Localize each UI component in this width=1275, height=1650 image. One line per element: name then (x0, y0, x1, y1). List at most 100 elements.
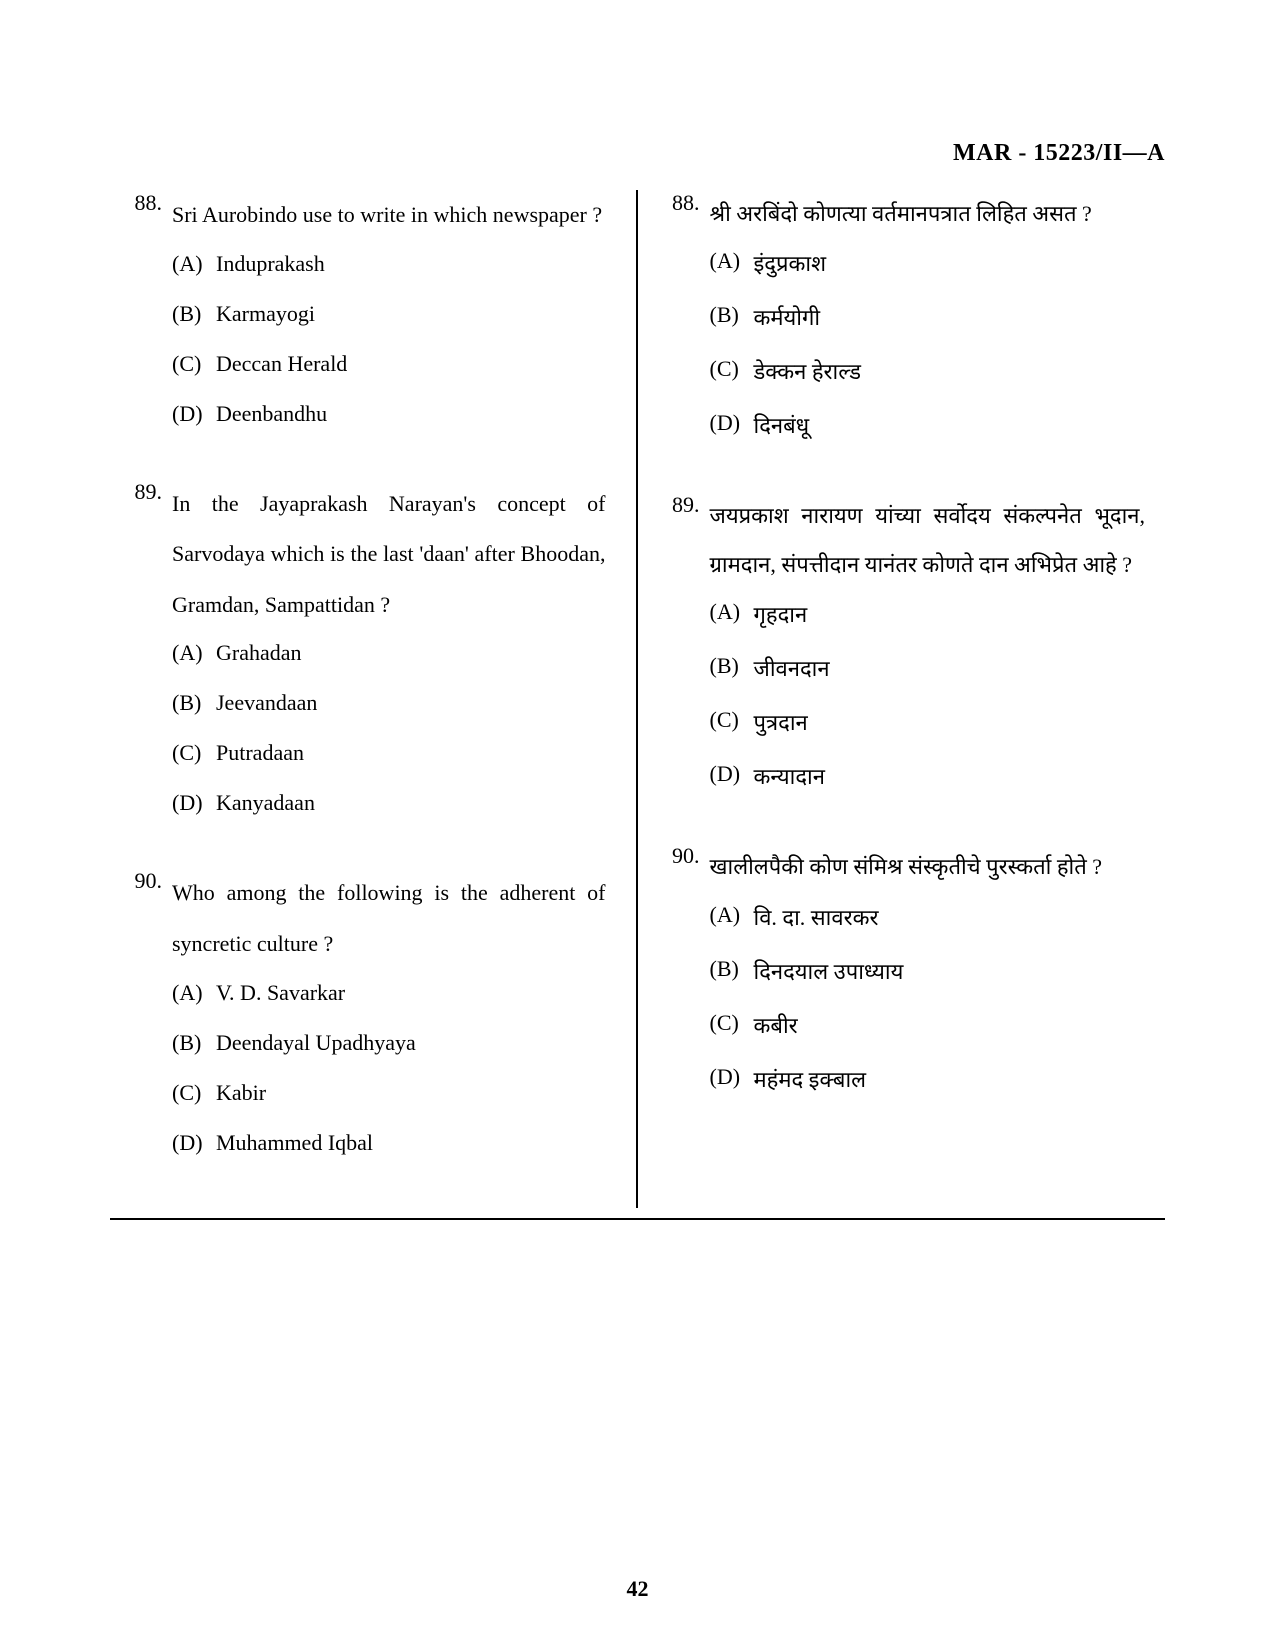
option-text: वि. दा. सावरकर (754, 902, 1146, 932)
question-text: श्री अरबिंदो कोणत्या वर्तमानपत्रात लिहित… (710, 190, 1146, 238)
option-text: कर्मयोगी (754, 302, 1146, 332)
option-label: (D) (172, 790, 216, 816)
option-label: (C) (710, 1010, 754, 1040)
option-text: Muhammed Iqbal (216, 1130, 606, 1156)
option-d: (D)कन्यादान (710, 761, 1146, 791)
option-label: (C) (710, 707, 754, 737)
option-text: दिनबंधू (754, 410, 1146, 440)
option-label: (D) (172, 401, 216, 427)
question-89-en: 89. In the Jayaprakash Narayan's concept… (130, 479, 606, 841)
option-d: (D)Kanyadaan (172, 790, 606, 816)
option-text: Deendayal Upadhyaya (216, 1030, 606, 1056)
question-body: Sri Aurobindo use to write in which news… (172, 190, 606, 451)
options-list: (A)वि. दा. सावरकर (B)दिनदयाल उपाध्याय (C… (710, 902, 1146, 1094)
option-d: (D)Deenbandhu (172, 401, 606, 427)
option-label: (D) (172, 1130, 216, 1156)
option-a: (A)इंदुप्रकाश (710, 248, 1146, 278)
question-number: 88. (130, 190, 172, 451)
option-text: Putradaan (216, 740, 606, 766)
option-text: गृहदान (754, 599, 1146, 629)
options-list: (A)V. D. Savarkar (B)Deendayal Upadhyaya… (172, 980, 606, 1156)
option-b: (B)Karmayogi (172, 301, 606, 327)
option-label: (B) (172, 301, 216, 327)
option-a: (A)गृहदान (710, 599, 1146, 629)
option-text: Grahadan (216, 640, 606, 666)
question-90-mr: 90. खालीलपैकी कोण संमिश्र संस्कृतीचे पुर… (668, 843, 1146, 1117)
options-list: (A)Induprakash (B)Karmayogi (C)Deccan He… (172, 251, 606, 427)
option-label: (B) (172, 1030, 216, 1056)
option-text: इंदुप्रकाश (754, 248, 1146, 278)
question-88-mr: 88. श्री अरबिंदो कोणत्या वर्तमानपत्रात ल… (668, 190, 1146, 464)
option-label: (A) (710, 599, 754, 629)
option-c: (C)पुत्रदान (710, 707, 1146, 737)
option-d: (D)Muhammed Iqbal (172, 1130, 606, 1156)
question-88-en: 88. Sri Aurobindo use to write in which … (130, 190, 606, 451)
question-text: Sri Aurobindo use to write in which news… (172, 190, 606, 241)
option-text: Induprakash (216, 251, 606, 277)
option-label: (B) (710, 653, 754, 683)
option-b: (B)जीवनदान (710, 653, 1146, 683)
option-c: (C)कबीर (710, 1010, 1146, 1040)
question-body: In the Jayaprakash Narayan's concept of … (172, 479, 606, 841)
option-c: (C)Kabir (172, 1080, 606, 1106)
question-body: खालीलपैकी कोण संमिश्र संस्कृतीचे पुरस्कर… (710, 843, 1146, 1117)
option-text: पुत्रदान (754, 707, 1146, 737)
option-label: (A) (710, 902, 754, 932)
option-b: (B)Jeevandaan (172, 690, 606, 716)
option-a: (A)V. D. Savarkar (172, 980, 606, 1006)
option-label: (C) (172, 1080, 216, 1106)
question-number: 89. (130, 479, 172, 841)
option-label: (C) (710, 356, 754, 386)
option-label: (A) (172, 251, 216, 277)
question-text: In the Jayaprakash Narayan's concept of … (172, 479, 606, 631)
question-90-en: 90. Who among the following is the adher… (130, 868, 606, 1179)
option-b: (B)दिनदयाल उपाध्याय (710, 956, 1146, 986)
option-text: Karmayogi (216, 301, 606, 327)
column-marathi: 88. श्री अरबिंदो कोणत्या वर्तमानपत्रात ल… (638, 190, 1166, 1208)
option-label: (C) (172, 351, 216, 377)
option-label: (D) (710, 410, 754, 440)
option-c: (C)डेक्कन हेराल्ड (710, 356, 1146, 386)
exam-page: MAR - 15223/II—A 88. Sri Aurobindo use t… (0, 0, 1275, 1650)
option-text: डेक्कन हेराल्ड (754, 356, 1146, 386)
content-columns: 88. Sri Aurobindo use to write in which … (110, 190, 1165, 1220)
question-number: 90. (668, 843, 710, 1117)
option-label: (A) (172, 980, 216, 1006)
option-text: जीवनदान (754, 653, 1146, 683)
question-text: जयप्रकाश नारायण यांच्या सर्वोदय संकल्पने… (710, 492, 1146, 589)
option-label: (D) (710, 1064, 754, 1094)
option-text: Jeevandaan (216, 690, 606, 716)
option-text: महंमद इक्बाल (754, 1064, 1146, 1094)
question-body: श्री अरबिंदो कोणत्या वर्तमानपत्रात लिहित… (710, 190, 1146, 464)
option-text: Deccan Herald (216, 351, 606, 377)
option-b: (B)कर्मयोगी (710, 302, 1146, 332)
option-d: (D)दिनबंधू (710, 410, 1146, 440)
question-text: खालीलपैकी कोण संमिश्र संस्कृतीचे पुरस्कर… (710, 843, 1146, 891)
question-text: Who among the following is the adherent … (172, 868, 606, 969)
option-text: दिनदयाल उपाध्याय (754, 956, 1146, 986)
paper-code-header: MAR - 15223/II—A (953, 140, 1165, 167)
page-number: 42 (0, 1576, 1275, 1602)
option-label: (B) (710, 302, 754, 332)
question-body: जयप्रकाश नारायण यांच्या सर्वोदय संकल्पने… (710, 492, 1146, 815)
option-text: Deenbandhu (216, 401, 606, 427)
option-label: (B) (710, 956, 754, 986)
option-c: (C)Putradaan (172, 740, 606, 766)
question-89-mr: 89. जयप्रकाश नारायण यांच्या सर्वोदय संकल… (668, 492, 1146, 815)
question-number: 89. (668, 492, 710, 815)
option-label: (A) (710, 248, 754, 278)
option-label: (A) (172, 640, 216, 666)
options-list: (A)इंदुप्रकाश (B)कर्मयोगी (C)डेक्कन हेरा… (710, 248, 1146, 440)
option-text: कबीर (754, 1010, 1146, 1040)
question-number: 90. (130, 868, 172, 1179)
option-text: V. D. Savarkar (216, 980, 606, 1006)
option-b: (B)Deendayal Upadhyaya (172, 1030, 606, 1056)
option-a: (A)Induprakash (172, 251, 606, 277)
column-english: 88. Sri Aurobindo use to write in which … (110, 190, 638, 1208)
question-number: 88. (668, 190, 710, 464)
option-c: (C)Deccan Herald (172, 351, 606, 377)
question-body: Who among the following is the adherent … (172, 868, 606, 1179)
options-list: (A)गृहदान (B)जीवनदान (C)पुत्रदान (D)कन्य… (710, 599, 1146, 791)
option-label: (B) (172, 690, 216, 716)
option-d: (D)महंमद इक्बाल (710, 1064, 1146, 1094)
